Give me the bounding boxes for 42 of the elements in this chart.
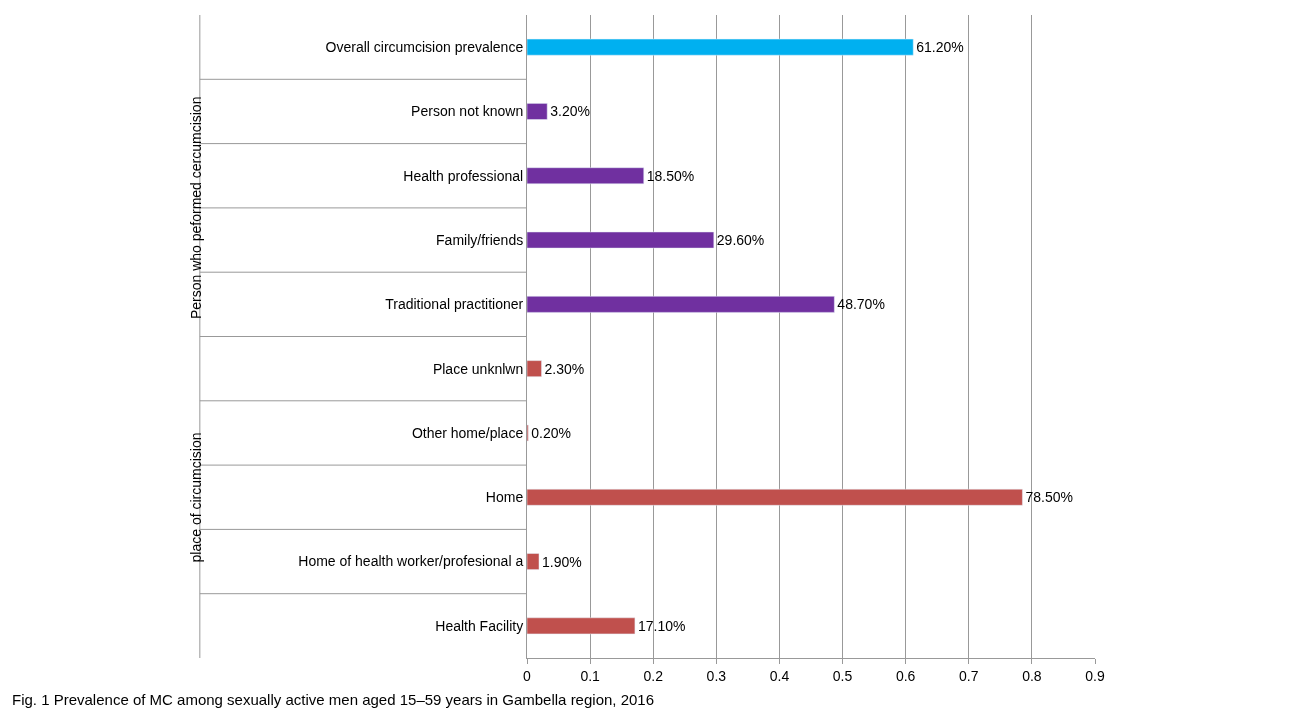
x-tick-label: 0.8 [1022,667,1042,684]
y-tick-label: Home [485,489,524,506]
y-tick-label: Family/friends [436,231,524,248]
y-tick-label: Overall circumcision prevalence [325,39,524,56]
y-tick-label: Other home/place [411,424,524,441]
text: place of circumcision [187,432,204,563]
data-label: 78.50% [1025,489,1073,506]
bar [527,488,1023,506]
y-tick-label: Health Facility [435,617,524,634]
bar [527,103,548,120]
bar [527,360,542,377]
x-tick-label: 0 [523,667,532,684]
data-label: 17.10% [637,617,686,634]
x-tick-label: 0.1 [580,667,601,684]
bar [527,38,914,56]
x-tick-label: 0.9 [1085,667,1105,684]
data-label: 3.20% [550,103,590,120]
x-tick-label: 0.5 [832,667,853,684]
y-tick-label: Person not known [411,103,524,120]
bar [527,231,715,249]
bar [527,553,540,570]
bar [527,617,636,635]
bar [527,296,835,313]
x-tick-label: 0.4 [769,667,790,684]
y-tick-label: Place unknlwn [432,360,524,377]
data-label: 18.50% [646,167,695,184]
caption: Fig. 1 Prevalence of MC among sexually active men aged 15–59 years in Gambella region, 2016 [12,691,655,708]
y-tick-label: Health professional [403,167,524,184]
x-tick-label: 0.7 [959,667,979,684]
x-tick-label: 0.6 [895,667,916,684]
y-tick-label: Traditional practitioner [385,296,524,313]
data-label: 1.90% [541,553,582,570]
data-label: 29.60% [716,232,765,249]
data-label: 61.20% [916,39,964,56]
x-tick-label: 0.3 [706,667,727,684]
y-tick-label: Home of health worker/profesional a [298,553,524,570]
text: Person who peformed cercumcision [188,96,205,320]
data-label: 0.20% [531,424,571,441]
data-label: 48.70% [837,296,885,313]
bar [527,167,645,185]
x-tick-label: 0.2 [643,667,664,684]
data-label: 2.30% [544,360,585,377]
